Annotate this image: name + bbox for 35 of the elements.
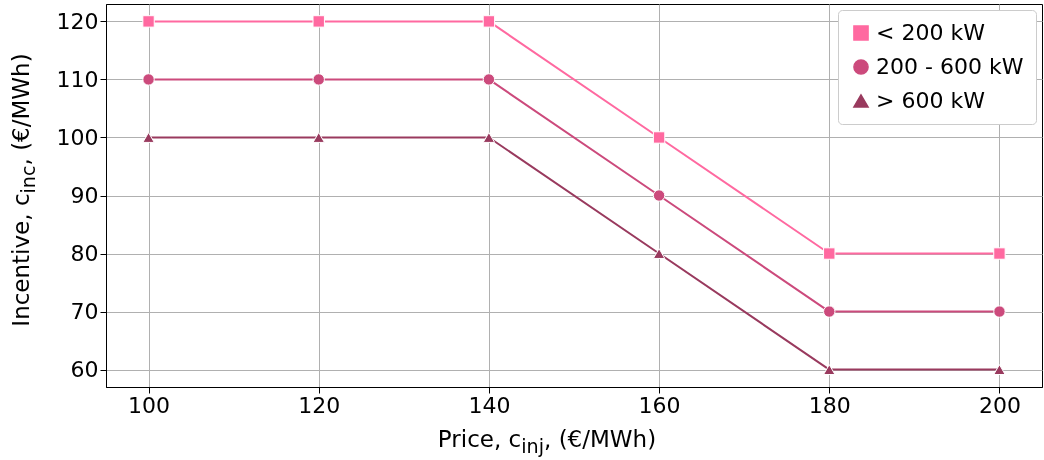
legend-label: > 600 kW	[876, 88, 986, 113]
y-tick-label: 100	[56, 124, 99, 150]
point	[652, 189, 666, 202]
y-tick-label: 70	[70, 299, 99, 325]
point	[652, 131, 666, 144]
legend-label: 200 - 600 kW	[876, 54, 1024, 79]
point	[312, 15, 325, 28]
y-tick-label: 60	[70, 357, 99, 383]
x-tick-label: 200	[978, 392, 1021, 418]
y-tick-label: 110	[56, 66, 99, 92]
point	[142, 73, 155, 86]
y-tick-label: 120	[56, 8, 99, 34]
point	[482, 132, 496, 143]
point	[312, 73, 325, 86]
y-tick-label: 80	[70, 241, 99, 267]
x-tick-label: 180	[808, 392, 851, 418]
x-tick-label: 120	[298, 392, 341, 418]
legend-label: < 200 kW	[876, 20, 986, 45]
point	[823, 364, 836, 376]
x-tick-label: 100	[128, 392, 171, 418]
x-tick-label: 160	[638, 392, 681, 418]
point	[482, 73, 496, 86]
point	[993, 305, 1006, 318]
x-tick-label: 140	[468, 392, 511, 418]
x-axis-title: Price, c$_{inj}$, (€/MWh)	[436, 426, 658, 458]
point	[482, 15, 496, 28]
point	[312, 132, 325, 143]
point	[142, 15, 155, 28]
point	[993, 247, 1006, 260]
point	[142, 132, 155, 143]
point	[652, 248, 666, 259]
y-tick-label: 90	[70, 183, 99, 208]
point	[823, 305, 836, 318]
point	[993, 364, 1006, 376]
point	[823, 247, 836, 260]
